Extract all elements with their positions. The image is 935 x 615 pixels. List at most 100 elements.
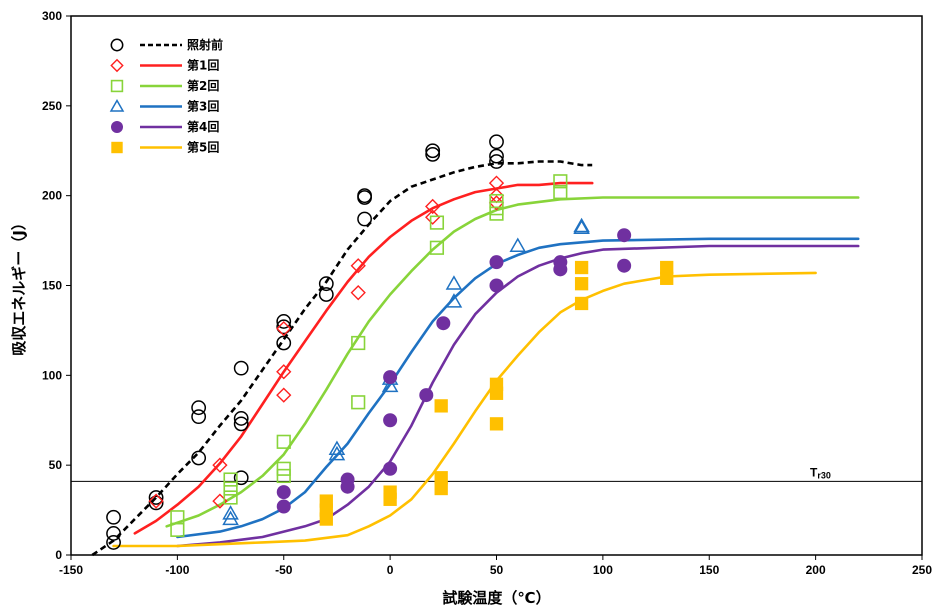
point-series-5	[419, 388, 434, 403]
point-series-6	[383, 492, 397, 506]
point-series-1	[191, 409, 207, 425]
legend-marker-series-6	[111, 141, 123, 154]
x-tick-label: 150	[699, 563, 719, 577]
point-series-6	[319, 512, 333, 526]
point-series-5	[617, 258, 632, 273]
y-tick-label: 300	[42, 9, 62, 23]
point-series-2	[276, 387, 292, 403]
point-series-5	[383, 413, 398, 428]
point-series-3	[351, 335, 366, 351]
x-tick-label: -150	[59, 563, 83, 577]
y-tick-label: 150	[42, 279, 62, 293]
point-series-6	[434, 399, 448, 413]
point-series-1	[148, 495, 164, 511]
point-series-4	[381, 377, 399, 393]
point-series-4	[328, 445, 346, 461]
point-series-3	[553, 184, 568, 200]
point-series-2	[350, 258, 366, 274]
curve-series-3	[165, 196, 860, 528]
legend-marker-series-2	[110, 58, 124, 73]
point-series-1	[276, 314, 292, 329]
point-series-3	[276, 461, 291, 476]
x-tick-label: 0	[387, 563, 394, 577]
point-series-1	[233, 470, 249, 486]
point-series-6	[434, 481, 448, 496]
point-series-2	[148, 493, 164, 509]
point-series-5	[489, 278, 504, 293]
y-axis-title: 吸収エネルギー（J）	[10, 215, 28, 356]
point-series-5	[276, 499, 291, 514]
x-tick-label: 50	[490, 563, 504, 577]
point-series-1	[148, 490, 164, 505]
point-series-2	[425, 198, 441, 215]
y-tick-label: 250	[42, 99, 62, 113]
point-series-3	[553, 174, 568, 189]
curve-series-6	[112, 271, 817, 548]
point-series-1	[489, 154, 504, 169]
point-series-6	[660, 271, 674, 285]
x-axis-title: 試験温度（℃）	[442, 589, 550, 607]
point-series-5	[340, 479, 355, 494]
point-series-4	[573, 219, 590, 235]
point-series-3	[223, 481, 238, 496]
point-series-6	[574, 260, 589, 275]
point-series-1	[191, 400, 207, 416]
point-series-3	[351, 395, 366, 410]
point-series-5	[383, 461, 398, 476]
reference-line-label-subscript: r30	[817, 470, 831, 480]
curve-series-2	[133, 181, 594, 535]
legend-marker-series-1	[110, 38, 124, 52]
point-series-3	[429, 215, 445, 230]
curve-series-4	[176, 237, 860, 539]
legend-label-series-4: 第3回	[187, 99, 219, 114]
point-series-4	[573, 217, 590, 233]
point-series-1	[357, 211, 372, 227]
point-series-6	[574, 277, 589, 291]
legend-label-series-1: 照射前	[187, 37, 223, 52]
point-series-1	[233, 416, 249, 432]
point-series-4	[328, 440, 346, 455]
legend-label-series-3: 第2回	[187, 78, 219, 93]
point-series-6	[434, 471, 448, 485]
point-series-1	[357, 190, 372, 205]
point-series-6	[489, 386, 504, 400]
point-series-2	[276, 320, 292, 337]
fitted-curves	[91, 160, 860, 557]
point-series-1	[318, 287, 334, 302]
point-series-4	[222, 510, 239, 526]
point-series-1	[489, 134, 504, 150]
reference-line-label: Tr30	[810, 465, 831, 480]
curve-series-1	[91, 160, 593, 557]
legend-label-series-6: 第5回	[187, 140, 219, 155]
y-tick-label: 200	[42, 189, 62, 203]
point-series-3	[489, 206, 504, 221]
legend-label-series-5: 第4回	[187, 119, 219, 134]
point-series-6	[489, 417, 504, 431]
point-series-5	[436, 316, 451, 331]
x-tick-label: 100	[593, 563, 613, 577]
point-series-3	[429, 240, 445, 255]
point-series-1	[276, 319, 292, 335]
point-series-5	[553, 262, 568, 277]
x-tick-label: 200	[806, 563, 826, 577]
point-series-4	[509, 237, 527, 252]
data-points	[106, 134, 674, 550]
point-series-3	[223, 490, 238, 505]
point-series-2	[350, 285, 366, 301]
point-series-1	[425, 143, 441, 159]
point-series-5	[276, 485, 291, 500]
legend-label-series-2: 第1回	[187, 58, 219, 73]
point-series-1	[233, 360, 249, 376]
point-series-1	[106, 526, 121, 541]
point-series-1	[233, 411, 249, 426]
point-series-6	[574, 296, 589, 311]
point-series-2	[276, 364, 292, 380]
point-series-5	[383, 370, 398, 385]
legend-marker-series-3	[110, 79, 124, 93]
point-series-4	[222, 505, 239, 520]
x-tick-label: 250	[912, 563, 932, 577]
y-tick-label: 0	[55, 548, 62, 562]
point-series-3	[170, 522, 185, 537]
x-tick-label: -50	[275, 563, 293, 577]
